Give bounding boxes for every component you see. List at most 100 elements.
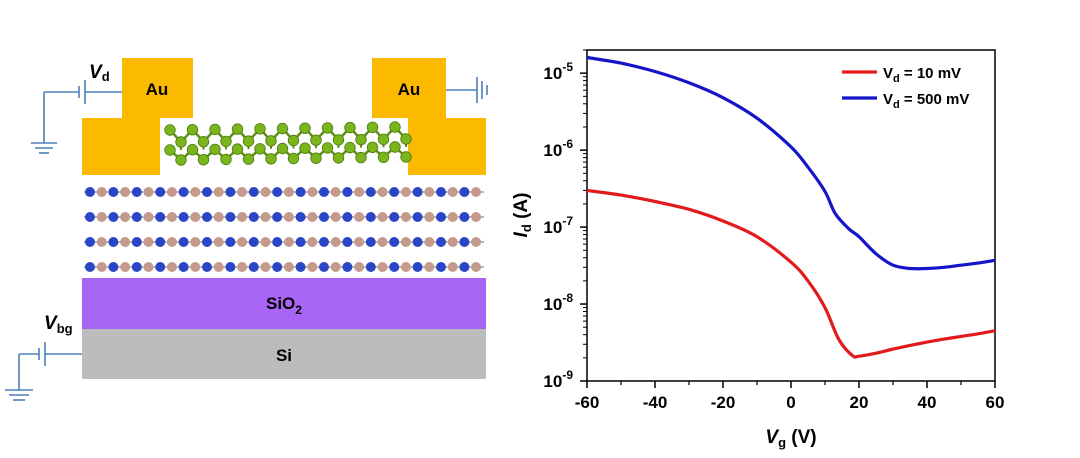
flake-atom bbox=[254, 143, 266, 155]
nitrogen-atom bbox=[131, 187, 142, 197]
boron-atom bbox=[190, 212, 201, 222]
flake-atom bbox=[321, 142, 334, 154]
boron-atom bbox=[471, 262, 482, 272]
boron-atom bbox=[354, 212, 365, 222]
nitrogen-atom bbox=[436, 187, 446, 197]
y-tick-label: 10-5 bbox=[543, 60, 573, 83]
boron-atom bbox=[96, 237, 107, 247]
nitrogen-atom bbox=[248, 187, 259, 197]
x-axis: -60 -40 -20 0 20 40 60 bbox=[575, 381, 1004, 412]
nitrogen-atom bbox=[131, 237, 142, 247]
boron-atom bbox=[143, 212, 154, 222]
nitrogen-atom bbox=[459, 187, 470, 197]
boron-atom bbox=[424, 262, 435, 272]
flake-atom bbox=[377, 133, 390, 146]
flake-atom bbox=[231, 143, 244, 155]
boron-atom bbox=[283, 262, 294, 272]
nitrogen-atom bbox=[389, 212, 400, 222]
nitrogen-atom bbox=[248, 262, 259, 272]
boron-atom bbox=[190, 262, 201, 272]
flake-atom bbox=[197, 135, 210, 148]
nitrogen-atom bbox=[342, 212, 353, 222]
boron-atom bbox=[354, 237, 365, 247]
flake-atom bbox=[164, 124, 176, 136]
nitrogen-atom bbox=[202, 187, 212, 197]
x-tick-label: 0 bbox=[786, 393, 795, 412]
boron-atom bbox=[283, 187, 294, 197]
y-tick-label: 10-7 bbox=[543, 214, 573, 237]
flake-atom bbox=[276, 142, 289, 155]
boron-atom bbox=[166, 237, 177, 247]
boron-atom bbox=[424, 237, 435, 247]
flake-atom bbox=[344, 141, 356, 154]
nitrogen-atom bbox=[295, 212, 306, 222]
series-line-1 bbox=[586, 55, 996, 271]
nitrogen-atom bbox=[248, 212, 259, 222]
nitrogen-atom bbox=[412, 212, 423, 222]
nitrogen-atom bbox=[108, 212, 119, 222]
boron-atom bbox=[424, 212, 435, 222]
right-ground bbox=[446, 77, 488, 103]
substrate-label: Si bbox=[276, 346, 292, 365]
boron-atom bbox=[260, 262, 271, 272]
flake-atom bbox=[299, 122, 311, 134]
boron-atom bbox=[447, 187, 458, 197]
nitrogen-atom bbox=[459, 237, 470, 247]
series-line-0 bbox=[586, 188, 996, 359]
nitrogen-atom bbox=[319, 262, 329, 272]
boron-atom bbox=[143, 187, 154, 197]
boron-atom bbox=[330, 237, 341, 247]
nitrogen-atom bbox=[225, 212, 236, 222]
x-tick-label: -40 bbox=[643, 393, 668, 412]
boron-atom bbox=[213, 237, 224, 247]
nitrogen-atom bbox=[459, 262, 470, 272]
boron-atom bbox=[120, 187, 131, 197]
nitrogen-atom bbox=[295, 262, 306, 272]
device-schematic: Si SiO2 Au Au Vd bbox=[5, 58, 488, 401]
boron-atom bbox=[307, 212, 318, 222]
nitrogen-atom bbox=[342, 237, 353, 247]
flake-atom bbox=[287, 134, 300, 147]
x-tick-label: -20 bbox=[711, 393, 736, 412]
flake-atom bbox=[310, 152, 322, 164]
flake-atom bbox=[355, 151, 367, 164]
nitrogen-atom bbox=[459, 212, 470, 222]
flake-bond bbox=[169, 145, 407, 162]
drain-circuit bbox=[31, 80, 122, 154]
boron-atom bbox=[166, 262, 177, 272]
flake-atom bbox=[175, 136, 187, 148]
nitrogen-atom bbox=[342, 262, 353, 272]
boron-atom bbox=[283, 237, 294, 247]
nitrogen-atom bbox=[412, 262, 423, 272]
nitrogen-atom bbox=[85, 262, 95, 272]
nitrogen-atom bbox=[389, 262, 400, 272]
nitrogen-atom bbox=[131, 262, 142, 272]
flake-atom bbox=[220, 153, 232, 166]
y-tick-label: 10-6 bbox=[543, 137, 573, 160]
boron-atom bbox=[330, 212, 341, 222]
au-electrode-left bbox=[82, 58, 193, 175]
boron-atom bbox=[213, 187, 224, 197]
nitrogen-atom bbox=[319, 187, 329, 197]
flake-bond bbox=[169, 125, 407, 144]
nitrogen-atom bbox=[225, 262, 236, 272]
nitrogen-atom bbox=[295, 187, 306, 197]
boron-atom bbox=[237, 262, 248, 272]
flake-atom bbox=[366, 141, 379, 154]
boron-atom bbox=[120, 237, 131, 247]
nitrogen-atom bbox=[389, 237, 400, 247]
boron-atom bbox=[143, 237, 154, 247]
boron-atom bbox=[96, 262, 107, 272]
nitrogen-atom bbox=[295, 237, 306, 247]
boron-atom bbox=[120, 262, 131, 272]
flake-atom bbox=[321, 122, 334, 134]
gate-circuit bbox=[5, 342, 82, 401]
boron-atom bbox=[330, 187, 341, 197]
boron-atom bbox=[400, 262, 411, 272]
nitrogen-atom bbox=[365, 212, 376, 222]
boron-atom bbox=[237, 187, 248, 197]
flake-atom bbox=[164, 144, 176, 156]
nitrogen-atom bbox=[436, 237, 446, 247]
nitrogen-atom bbox=[272, 187, 283, 197]
au-label-right: Au bbox=[398, 80, 421, 99]
